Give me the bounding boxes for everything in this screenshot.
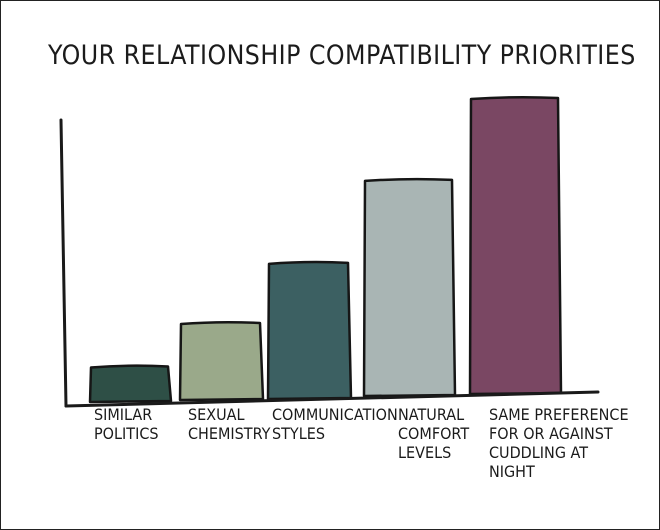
x-tick-label-line: CUDDLING AT [489,443,589,462]
x-tick-label-line: LEVELS [398,443,452,462]
x-tick-label-line: POLITICS [94,424,159,443]
x-tick-label-line: NIGHT [489,462,535,481]
bar-5 [468,95,563,396]
x-tick-label-line: SEXUAL [188,405,245,424]
x-tick-label-line: SIMILAR [94,405,153,424]
x-tick-label-line: SAME PREFERENCE [489,405,629,424]
bar-4 [362,177,457,398]
y-axis-line [59,118,68,408]
x-tick-label-line: COMFORT [398,424,470,443]
x-tick-label-1: SIMILAR POLITICS [94,405,159,443]
x-tick-label-5: SAME PREFERENCE FOR OR AGAINST CUDDLING AT… [489,405,629,481]
x-tick-label-line: STYLES [272,424,326,443]
x-tick-label-2: SEXUAL CHEMISTRY [188,405,270,443]
bar-1 [88,364,173,404]
bar-3 [266,260,353,401]
chart-title: YOUR RELATIONSHIP COMPATIBILITY PRIORITI… [48,40,636,71]
x-tick-label-line: COMMUNICATION [272,405,398,424]
x-axis-line [64,390,600,408]
bar-2 [178,320,265,402]
x-tick-label-line: CHEMISTRY [188,424,271,443]
x-tick-label-line: NATURAL [398,405,465,424]
x-tick-label-line: FOR OR AGAINST [489,424,613,443]
x-tick-label-3: COMMUNICATION STYLES [272,405,398,443]
x-tick-label-4: NATURAL COMFORT LEVELS [398,405,469,462]
